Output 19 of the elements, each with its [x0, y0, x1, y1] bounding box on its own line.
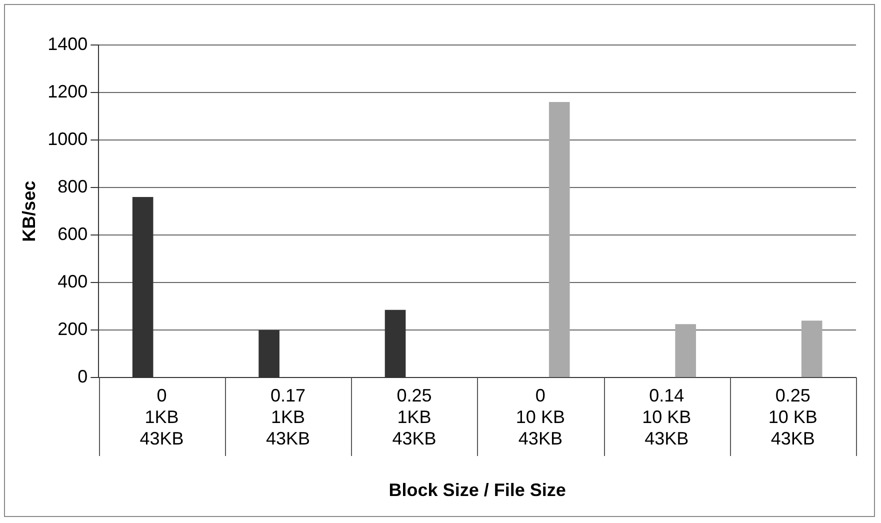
y-tick-label: 0: [78, 366, 88, 387]
bar: [801, 320, 822, 378]
y-axis-title: KB/sec: [18, 180, 39, 242]
x-tick-label: 0.17 1KB 43KB: [266, 385, 310, 449]
bar: [548, 102, 570, 378]
x-tick-label: 0.25 1KB 43KB: [392, 385, 436, 449]
y-tick-label: 400: [58, 272, 88, 292]
x-tick-label: 0 10 KB 43KB: [516, 385, 565, 449]
y-tick-label: 1000: [48, 128, 88, 149]
x-tick-label: 0.25 10 KB 43KB: [768, 385, 818, 449]
bar: [675, 324, 696, 378]
y-tick-label: 1400: [48, 34, 88, 54]
y-tick-label: 800: [58, 176, 88, 197]
x-tick-label: 0 1KB 43KB: [140, 385, 184, 449]
y-tick-label: 1200: [48, 81, 88, 102]
x-axis-title: Block Size / File Size: [388, 480, 566, 500]
y-tick-label: 600: [58, 224, 88, 244]
x-tick-label: 0.14 10 KB 43KB: [642, 385, 692, 449]
y-tick-label: 200: [58, 319, 88, 340]
